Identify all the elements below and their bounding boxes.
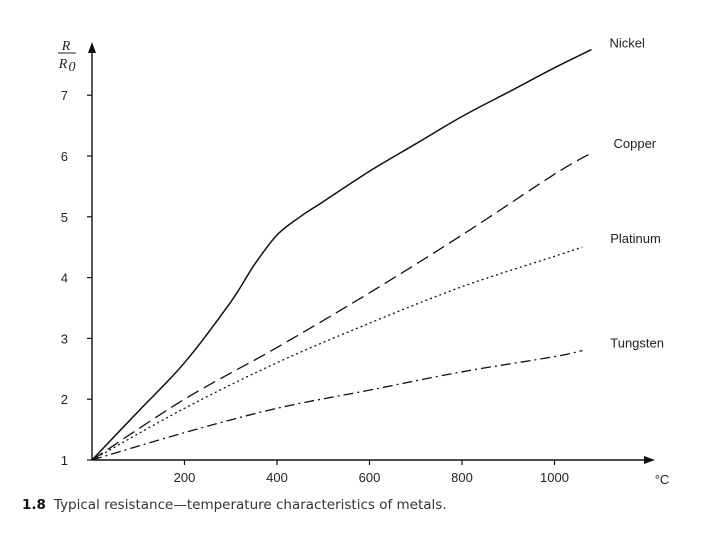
series-label-nickel: Nickel xyxy=(610,36,646,51)
caption-number: 1.8 xyxy=(22,497,46,513)
y-tick-label: 4 xyxy=(61,271,68,286)
y-axis-label-numerator: R xyxy=(61,39,71,54)
y-tick-label: 2 xyxy=(61,392,68,407)
x-tick-label: 600 xyxy=(359,470,381,485)
y-axis-label-subscript: 0 xyxy=(69,60,76,75)
x-axis-label: °C xyxy=(655,472,670,487)
y-tick-label: 1 xyxy=(61,453,68,468)
x-axis-arrow xyxy=(644,456,655,464)
x-tick-label: 1000 xyxy=(540,470,569,485)
caption-text: Typical resistance—temperature character… xyxy=(53,497,447,513)
series-label-tungsten: Tungsten xyxy=(610,336,664,351)
series-line-platinum xyxy=(91,246,583,461)
y-tick-label: 6 xyxy=(61,149,68,164)
series-line-copper xyxy=(91,152,592,461)
series-line-nickel xyxy=(91,48,592,461)
y-axis-arrow xyxy=(88,42,96,53)
y-tick-label: 5 xyxy=(61,210,68,225)
x-tick-label: 400 xyxy=(266,470,288,485)
figure-caption: 1.8 Typical resistance—temperature charac… xyxy=(22,497,447,513)
series-layer xyxy=(91,48,592,461)
y-tick-label: 3 xyxy=(61,331,68,346)
axes xyxy=(87,42,655,465)
x-tick-label: 800 xyxy=(451,470,473,485)
y-axis-label-denominator: R xyxy=(58,57,68,72)
x-tick-label: 200 xyxy=(174,470,196,485)
series-label-platinum: Platinum xyxy=(610,231,661,246)
series-line-tungsten xyxy=(91,349,583,461)
series-label-copper: Copper xyxy=(614,136,657,151)
y-tick-label: 7 xyxy=(61,88,68,103)
